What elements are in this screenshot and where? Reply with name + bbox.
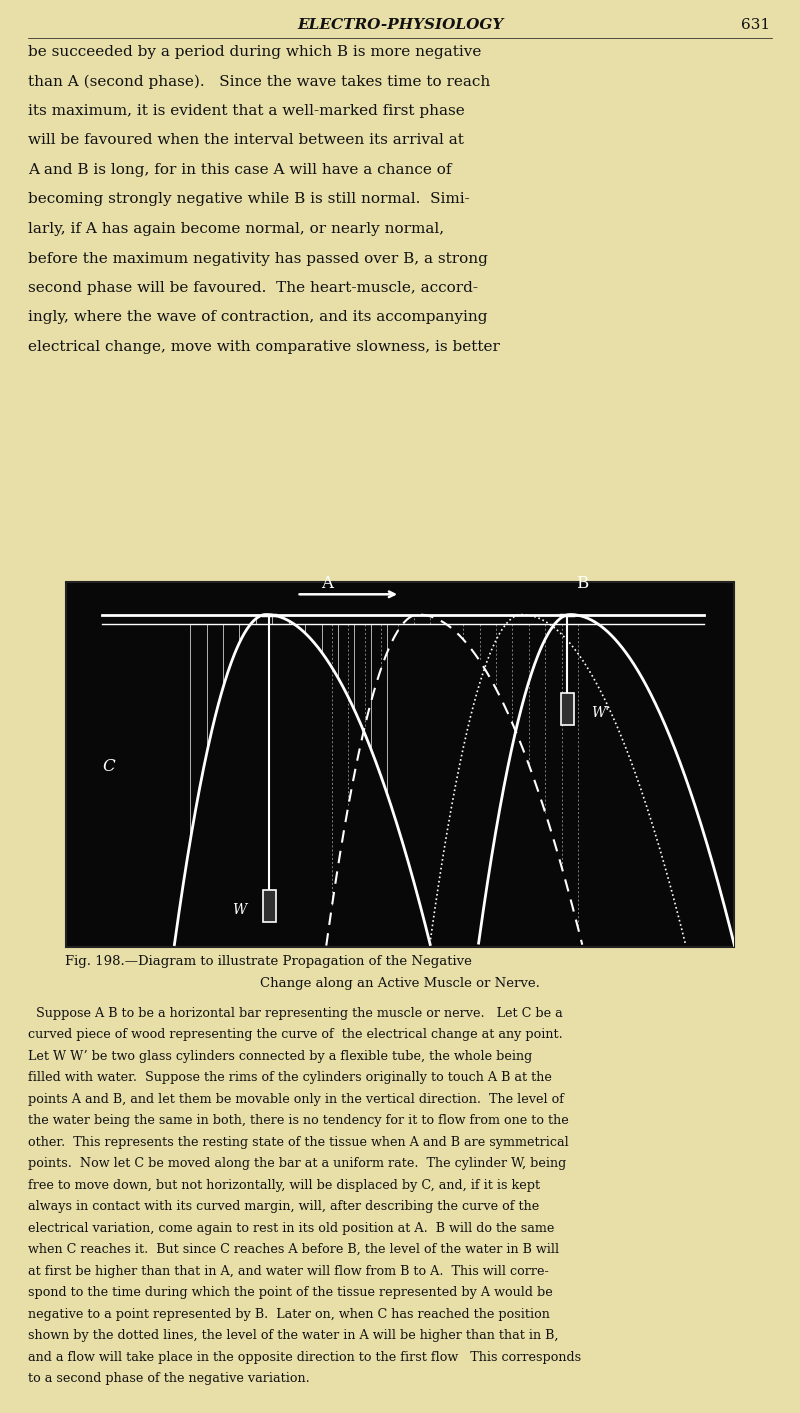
Text: will be favoured when the interval between its arrival at: will be favoured when the interval betwe… bbox=[28, 133, 464, 147]
Text: points.  Now let C be moved along the bar at a uniform rate.  The cylinder W, be: points. Now let C be moved along the bar… bbox=[28, 1157, 566, 1170]
Text: electrical change, move with comparative slowness, is better: electrical change, move with comparative… bbox=[28, 341, 500, 355]
Text: points A and B, and let them be movable only in the vertical direction.  The lev: points A and B, and let them be movable … bbox=[28, 1092, 564, 1106]
Text: ELECTRO-PHYSIOLOGY: ELECTRO-PHYSIOLOGY bbox=[297, 18, 503, 32]
Text: free to move down, but not horizontally, will be displaced by C, and, if it is k: free to move down, but not horizontally,… bbox=[28, 1178, 540, 1191]
Text: and a flow will take place in the opposite direction to the first flow   This co: and a flow will take place in the opposi… bbox=[28, 1351, 581, 1364]
Text: at first be higher than that in A, and water will flow from B to A.  This will c: at first be higher than that in A, and w… bbox=[28, 1265, 549, 1277]
Text: the water being the same in both, there is no tendency for it to flow from one t: the water being the same in both, there … bbox=[28, 1115, 569, 1128]
Text: always in contact with its curved margin, will, after describing the curve of th: always in contact with its curved margin… bbox=[28, 1200, 539, 1214]
Text: 631: 631 bbox=[741, 18, 770, 32]
Text: Let W W’ be two glass cylinders connected by a flexible tube, the whole being: Let W W’ be two glass cylinders connecte… bbox=[28, 1050, 532, 1063]
Bar bbox=[262, 890, 276, 923]
Text: than A (second phase).   Since the wave takes time to reach: than A (second phase). Since the wave ta… bbox=[28, 75, 490, 89]
Text: A and B is long, for in this case A will have a chance of: A and B is long, for in this case A will… bbox=[28, 162, 451, 177]
Text: spond to the time during which the point of the tissue represented by A would be: spond to the time during which the point… bbox=[28, 1286, 553, 1299]
Text: curved piece of wood representing the curve of  the electrical change at any poi: curved piece of wood representing the cu… bbox=[28, 1029, 562, 1041]
Text: filled with water.  Suppose the rims of the cylinders originally to touch A B at: filled with water. Suppose the rims of t… bbox=[28, 1071, 552, 1084]
Text: larly, if A has again become normal, or nearly normal,: larly, if A has again become normal, or … bbox=[28, 222, 444, 236]
Text: C: C bbox=[102, 759, 115, 776]
Text: Suppose A B to be a horizontal bar representing the muscle or nerve.   Let C be : Suppose A B to be a horizontal bar repre… bbox=[28, 1006, 562, 1020]
Text: shown by the dotted lines, the level of the water in A will be higher than that : shown by the dotted lines, the level of … bbox=[28, 1330, 558, 1342]
Text: Fig. 198.—Diagram to illustrate Propagation of the Negative: Fig. 198.—Diagram to illustrate Propagat… bbox=[65, 955, 472, 968]
Bar bbox=[66, 582, 734, 947]
Text: becoming strongly negative while B is still normal.  Simi-: becoming strongly negative while B is st… bbox=[28, 192, 470, 206]
Text: W: W bbox=[232, 903, 246, 917]
Text: A: A bbox=[321, 575, 333, 592]
Text: to a second phase of the negative variation.: to a second phase of the negative variat… bbox=[28, 1372, 310, 1385]
Bar bbox=[561, 692, 574, 725]
Text: second phase will be favoured.  The heart-muscle, accord-: second phase will be favoured. The heart… bbox=[28, 281, 478, 295]
Text: other.  This represents the resting state of the tissue when A and B are symmetr: other. This represents the resting state… bbox=[28, 1136, 569, 1149]
Text: B: B bbox=[576, 575, 589, 592]
Text: before the maximum negativity has passed over B, a strong: before the maximum negativity has passed… bbox=[28, 252, 488, 266]
Text: ingly, where the wave of contraction, and its accompanying: ingly, where the wave of contraction, an… bbox=[28, 311, 487, 325]
Text: electrical variation, come again to rest in its old position at A.  B will do th: electrical variation, come again to rest… bbox=[28, 1222, 554, 1235]
Text: its maximum, it is evident that a well-marked first phase: its maximum, it is evident that a well-m… bbox=[28, 105, 465, 119]
Text: be succeeded by a period during which B is more negative: be succeeded by a period during which B … bbox=[28, 45, 482, 59]
Text: negative to a point represented by B.  Later on, when C has reached the position: negative to a point represented by B. La… bbox=[28, 1307, 550, 1321]
Text: W': W' bbox=[591, 706, 610, 721]
Text: Change along an Active Muscle or Nerve.: Change along an Active Muscle or Nerve. bbox=[260, 976, 540, 989]
Text: when C reaches it.  But since C reaches A before B, the level of the water in B : when C reaches it. But since C reaches A… bbox=[28, 1243, 559, 1256]
